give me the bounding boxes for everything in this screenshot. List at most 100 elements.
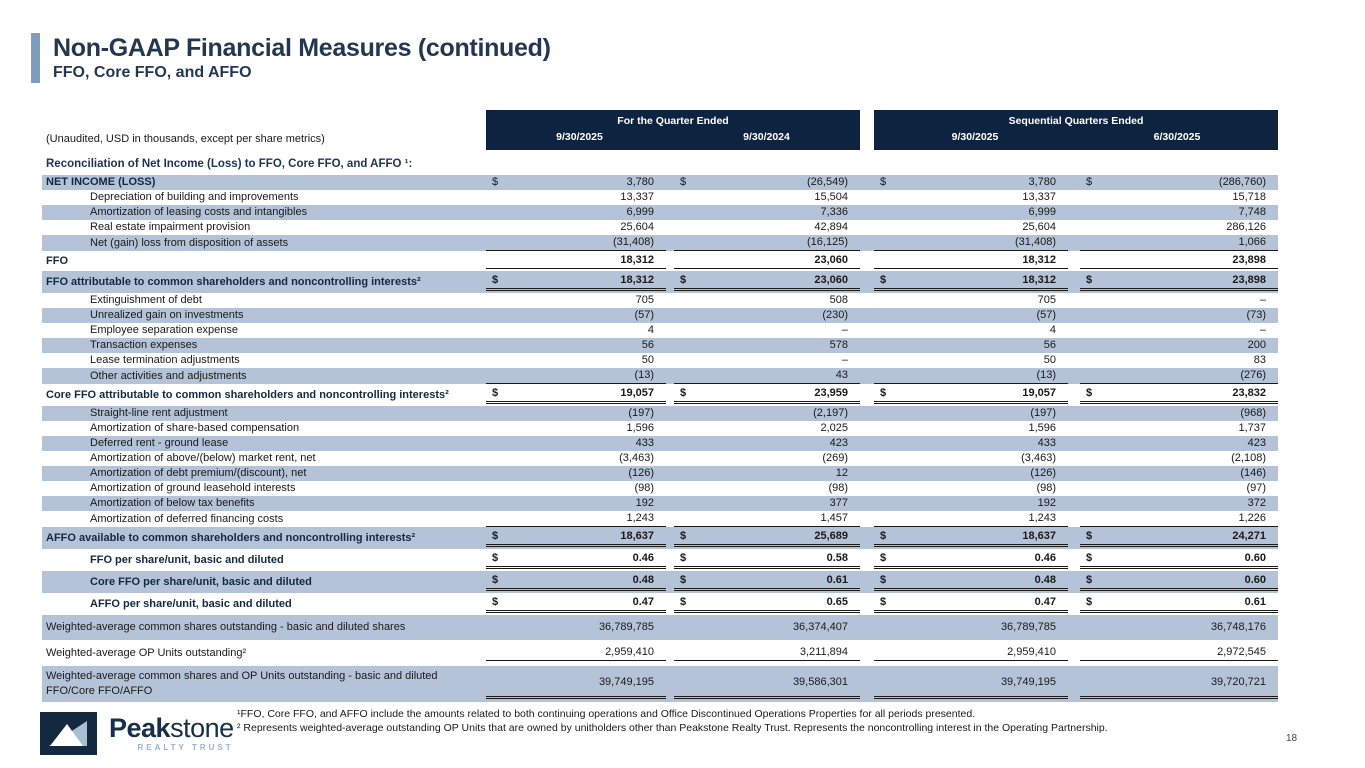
row-label: Amortization of share-based compensation <box>90 422 300 434</box>
row-label: Amortization of below tax benefits <box>90 497 255 509</box>
cell-value: 433 <box>1037 437 1056 449</box>
cell-value: (57) <box>1036 309 1056 321</box>
value-cell: (97) <box>1080 481 1278 496</box>
table-row: Weighted-average OP Units outstanding² 2,… <box>42 640 1278 666</box>
value-cell: (197) <box>486 406 666 421</box>
cell-value: 2,025 <box>820 422 848 434</box>
dollar-sign: $ <box>680 552 687 564</box>
cell-value: 36,789,785 <box>598 621 654 633</box>
cell-value: 23,898 <box>1232 274 1266 286</box>
row-label: Deferred rent - ground lease <box>90 437 229 449</box>
table-row: AFFO per share/unit, basic and diluted $0… <box>42 593 1278 615</box>
table-row: Amortization of debt premium/(discount),… <box>42 466 1278 481</box>
value-cell: 705 <box>486 293 666 308</box>
dollar-sign: $ <box>880 387 887 399</box>
table-row: Amortization of leasing costs and intang… <box>42 205 1278 220</box>
value-cell: $18,637 <box>486 529 666 547</box>
row-label: Extinguishment of debt <box>90 294 202 306</box>
table-row: Amortization of above/(below) market ren… <box>42 451 1278 466</box>
cell-value: 25,689 <box>814 530 848 542</box>
table-row: FFO 18,312 23,060 18,312 23,898 <box>42 251 1278 271</box>
cell-value: 0.61 <box>826 574 848 586</box>
dollar-sign: $ <box>680 596 687 608</box>
cell-value: 1,457 <box>820 512 848 524</box>
value-cell: (276) <box>1080 368 1278 384</box>
cell-value: 12 <box>835 467 848 479</box>
table-row: FFO per share/unit, basic and diluted $0.… <box>42 549 1278 571</box>
value-cell: 1,226 <box>1080 511 1278 527</box>
dollar-sign: $ <box>492 530 499 542</box>
table-row: Depreciation of building and improvement… <box>42 190 1278 205</box>
value-cell: 56 <box>874 338 1068 353</box>
cell-value: (13) <box>634 369 654 381</box>
cell-value: 18,312 <box>1022 254 1056 266</box>
value-cell: $23,832 <box>1080 386 1278 404</box>
cell-value: 200 <box>1247 339 1266 351</box>
table-row: Amortization of share-based compensation… <box>42 421 1278 436</box>
cell-value: (98) <box>1036 482 1056 494</box>
value-cell: (98) <box>874 481 1068 496</box>
value-cell: $23,898 <box>1080 273 1278 291</box>
cell-value: 1,066 <box>1238 236 1266 248</box>
cell-value: 423 <box>1247 437 1266 449</box>
cell-value: (2,108) <box>1231 452 1266 464</box>
cell-value: (3,463) <box>619 452 654 464</box>
cell-value: 1,226 <box>1238 512 1266 524</box>
value-cell: $18,312 <box>874 273 1068 291</box>
value-cell: $23,959 <box>674 386 860 404</box>
value-cell: (73) <box>1080 308 1278 323</box>
cell-value: 19,057 <box>1022 387 1056 399</box>
dollar-sign: $ <box>1086 596 1093 608</box>
table-row: Amortization of below tax benefits 192 377… <box>42 496 1278 511</box>
value-cell: 15,504 <box>674 190 860 205</box>
cell-value: (98) <box>634 482 654 494</box>
value-cell: 377 <box>674 496 860 511</box>
cell-value: 0.60 <box>1244 552 1266 564</box>
value-cell: – <box>674 353 860 368</box>
value-cell: (197) <box>874 406 1068 421</box>
cell-value: (230) <box>822 309 848 321</box>
value-cell: 25,604 <box>486 220 666 235</box>
value-cell: 39,720,721 <box>1080 669 1278 699</box>
dollar-sign: $ <box>680 574 687 586</box>
dollar-sign: $ <box>880 176 887 188</box>
value-cell: 13,337 <box>486 190 666 205</box>
cell-value: 23,060 <box>814 274 848 286</box>
table-row: Other activities and adjustments (13) 43 (1… <box>42 368 1278 384</box>
value-cell: – <box>1080 293 1278 308</box>
table-row: FFO attributable to common shareholders … <box>42 271 1278 293</box>
value-cell: 433 <box>486 436 666 451</box>
row-label: FFO per share/unit, basic and diluted <box>90 553 284 566</box>
table-row: Weighted-average common shares and OP Un… <box>42 666 1278 702</box>
dollar-sign: $ <box>680 274 687 286</box>
page-number: 18 <box>1286 733 1298 744</box>
value-cell: $0.46 <box>874 551 1068 569</box>
value-cell: 83 <box>1080 353 1278 368</box>
value-cell: (57) <box>874 308 1068 323</box>
value-cell: (3,463) <box>486 451 666 466</box>
dollar-sign: $ <box>492 574 499 586</box>
value-cell: (98) <box>486 481 666 496</box>
cell-value: 15,718 <box>1232 191 1266 203</box>
cell-value: 23,832 <box>1232 387 1266 399</box>
table-row: Weighted-average common shares outstandi… <box>42 615 1278 640</box>
logo-wordmark: Peakstone <box>109 713 234 743</box>
logo-tagline: REALTY TRUST <box>137 743 234 752</box>
value-cell: 192 <box>486 496 666 511</box>
cell-value: 18,312 <box>1022 274 1056 286</box>
cell-value: (97) <box>1246 482 1266 494</box>
cell-value: 56 <box>641 339 654 351</box>
cell-value: 39,749,195 <box>598 676 654 688</box>
row-label: Amortization of deferred financing costs <box>90 512 284 525</box>
cell-value: – <box>1259 324 1266 336</box>
dollar-sign: $ <box>492 176 499 188</box>
value-cell: 192 <box>874 496 1068 511</box>
cell-value: 39,720,721 <box>1210 676 1266 688</box>
value-cell: (2,108) <box>1080 451 1278 466</box>
cell-value: (2,197) <box>813 407 848 419</box>
cell-value: 2,959,410 <box>605 646 654 658</box>
table-row: Lease termination adjustments 50 – 50 83 <box>42 353 1278 368</box>
value-cell: 1,066 <box>1080 235 1278 251</box>
table-row: Core FFO attributable to common sharehol… <box>42 384 1278 406</box>
cell-value: 23,060 <box>814 254 848 266</box>
